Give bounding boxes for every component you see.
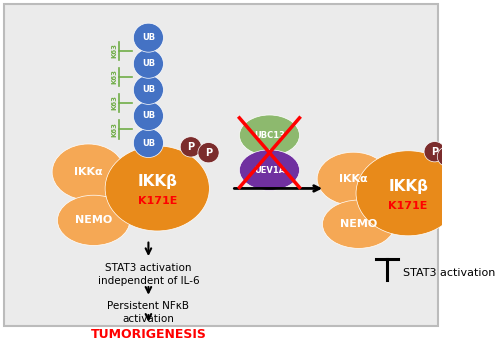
Ellipse shape xyxy=(134,75,164,104)
Ellipse shape xyxy=(52,144,125,200)
Text: STAT3 activation
independent of IL-6: STAT3 activation independent of IL-6 xyxy=(98,263,199,286)
Text: UB: UB xyxy=(142,138,155,148)
Text: UB: UB xyxy=(142,59,155,68)
Text: K171E: K171E xyxy=(138,196,177,206)
Text: IKKα: IKKα xyxy=(74,167,102,177)
Text: IKKβ: IKKβ xyxy=(138,174,177,189)
Text: UB: UB xyxy=(142,85,155,94)
Text: K63: K63 xyxy=(112,95,117,110)
Ellipse shape xyxy=(180,137,202,157)
FancyBboxPatch shape xyxy=(4,4,438,326)
Ellipse shape xyxy=(438,146,458,167)
Ellipse shape xyxy=(240,115,300,155)
Ellipse shape xyxy=(134,129,164,158)
Text: NEMO: NEMO xyxy=(75,215,112,225)
Text: Persistent NFκB
activation: Persistent NFκB activation xyxy=(108,300,190,324)
Text: UBC13: UBC13 xyxy=(254,131,285,140)
Text: K63: K63 xyxy=(112,122,117,137)
Text: K63: K63 xyxy=(112,43,117,58)
Text: IKKβ: IKKβ xyxy=(388,179,428,194)
Ellipse shape xyxy=(134,102,164,131)
Text: UB: UB xyxy=(142,112,155,120)
Text: P: P xyxy=(205,148,212,158)
Ellipse shape xyxy=(134,49,164,78)
Ellipse shape xyxy=(356,151,461,236)
Ellipse shape xyxy=(424,142,446,162)
Text: STAT3 activation: STAT3 activation xyxy=(403,268,495,278)
Text: K171E: K171E xyxy=(388,201,428,211)
Text: K63: K63 xyxy=(112,69,117,84)
Text: IKKα: IKKα xyxy=(339,174,368,184)
Ellipse shape xyxy=(105,146,210,231)
Text: TUMORIGENESIS: TUMORIGENESIS xyxy=(90,328,206,341)
Ellipse shape xyxy=(322,200,395,248)
Text: UEV1A: UEV1A xyxy=(254,166,285,175)
Text: P: P xyxy=(431,147,438,157)
Ellipse shape xyxy=(240,150,300,190)
Text: UB: UB xyxy=(142,33,155,42)
Ellipse shape xyxy=(440,147,461,168)
Text: P: P xyxy=(444,151,452,162)
Text: NEMO: NEMO xyxy=(340,219,378,229)
Text: P: P xyxy=(188,142,194,152)
Ellipse shape xyxy=(317,152,390,205)
Ellipse shape xyxy=(198,143,219,163)
Ellipse shape xyxy=(134,23,164,52)
Ellipse shape xyxy=(58,195,130,246)
